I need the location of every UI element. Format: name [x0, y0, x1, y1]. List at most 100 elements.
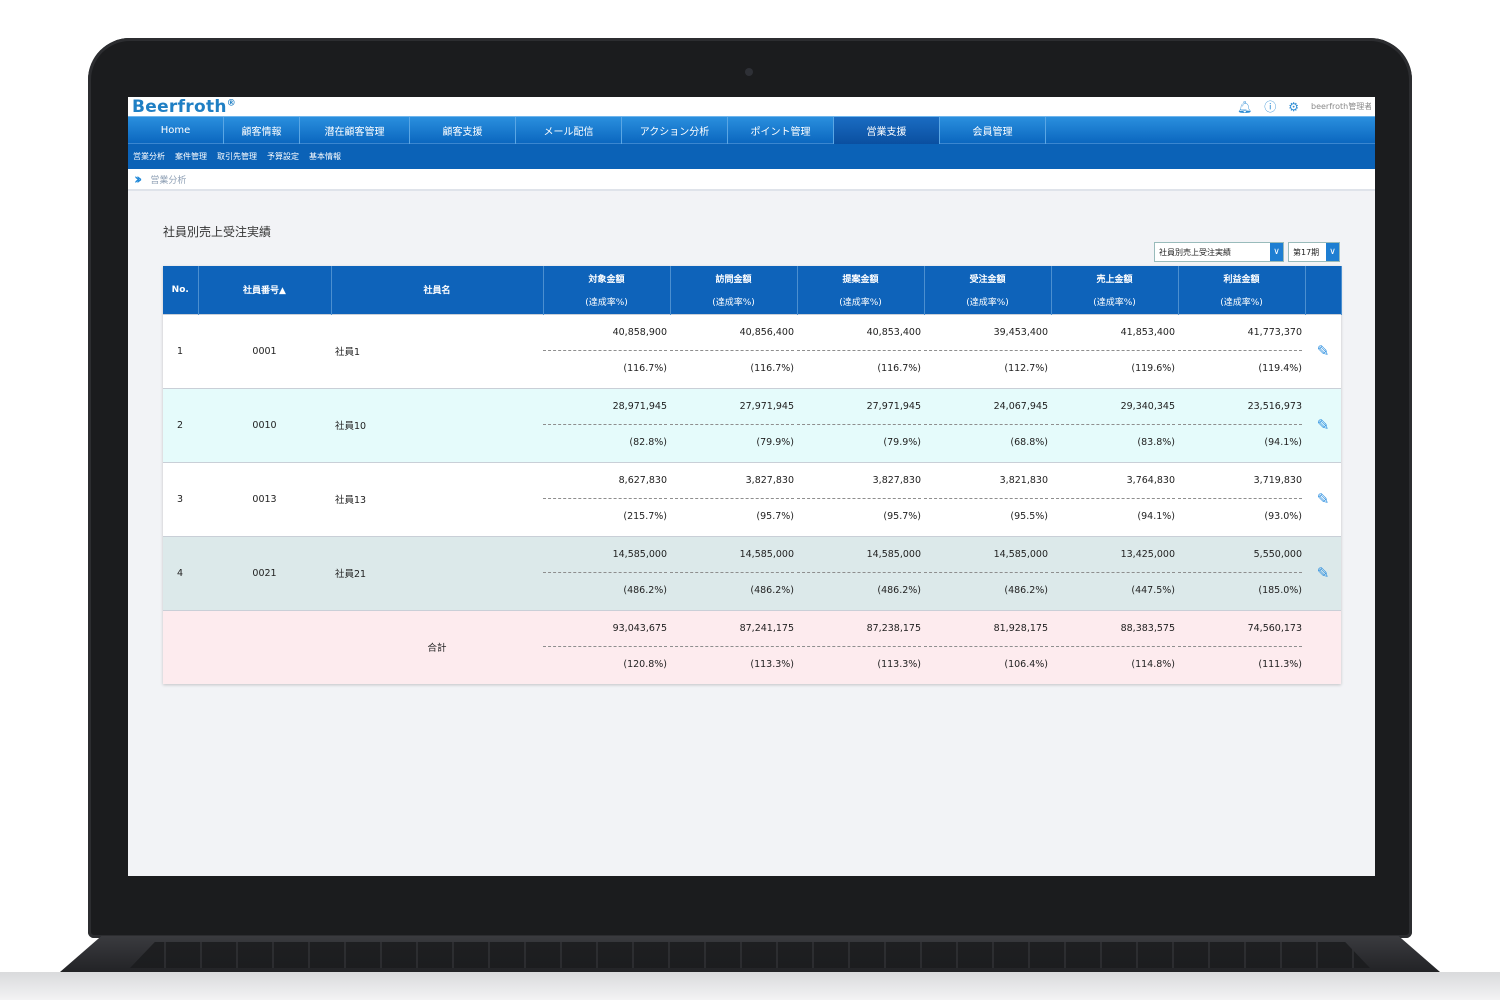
- total-label: 合計: [331, 609, 543, 684]
- nav-item[interactable]: アクション分析: [622, 117, 728, 144]
- col-metric: 提案金額 (達成率%): [797, 266, 925, 314]
- col-no: No.: [163, 266, 199, 314]
- top-bar: Beerfroth® 🔔︎ ⓘ ⚙ beerfroth管理者: [128, 97, 1375, 117]
- metric-cell: 81,928,175 (106.4%): [924, 609, 1051, 684]
- emp-no: 0010: [198, 387, 331, 462]
- metric-cell: 93,043,675 (120.8%): [543, 609, 670, 684]
- laptop-base: [0, 936, 1500, 1000]
- metric-cell: 14,585,000 (486.2%): [670, 535, 797, 610]
- nav-item[interactable]: Home: [128, 117, 224, 144]
- metric-cell: 27,971,945 (79.9%): [797, 387, 924, 462]
- gear-icon[interactable]: ⚙: [1288, 99, 1299, 114]
- metric-cell: 3,821,830 (95.5%): [924, 461, 1051, 536]
- col-metric: 利益金額 (達成率%): [1178, 266, 1306, 314]
- metric-cell: 29,340,345 (83.8%): [1051, 387, 1178, 462]
- table-row: 2 0010 社員10 28,971,945 (82.8%) 27,971,945 (79.…: [163, 387, 1341, 462]
- metric-cell: 3,764,830 (94.1%): [1051, 461, 1178, 536]
- results-table: No. 社員番号▲ 社員名 対象金額 (達成率%) 訪問金額 (達成率%) 提案金額 (達…: [163, 266, 1342, 684]
- app-screen: Beerfroth® 🔔︎ ⓘ ⚙ beerfroth管理者 Home 顧客情報潜…: [128, 97, 1375, 876]
- breadcrumb-current[interactable]: 営業分析: [150, 175, 187, 186]
- total-spacer: [163, 609, 198, 684]
- metric-cell: 24,067,945 (68.8%): [924, 387, 1051, 462]
- nav-item[interactable]: 営業支援: [834, 117, 940, 144]
- report-select[interactable]: 社員別売上受注実績 ∨: [1154, 242, 1284, 262]
- metric-cell: 14,585,000 (486.2%): [543, 535, 670, 610]
- nav-item[interactable]: 顧客支援: [410, 117, 516, 144]
- metric-cell: 13,425,000 (447.5%): [1051, 535, 1178, 610]
- sub-nav: 営業分析 案件管理 取引先管理 予算設定 基本情報: [128, 143, 1375, 169]
- logo[interactable]: Beerfroth®: [132, 97, 237, 117]
- camera: [745, 68, 753, 76]
- emp-name: 社員10: [331, 387, 543, 462]
- metric-cell: 8,627,830 (215.7%): [543, 461, 670, 536]
- subnav-item[interactable]: 営業分析: [133, 152, 165, 161]
- col-metric: 売上金額 (達成率%): [1051, 266, 1179, 314]
- table-row: 4 0021 社員21 14,585,000 (486.2%) 14,585,000 (48…: [163, 535, 1341, 610]
- metric-cell: 41,773,370 (119.4%): [1178, 313, 1305, 388]
- metric-cell: 39,453,400 (112.7%): [924, 313, 1051, 388]
- metric-cell: 41,853,400 (119.6%): [1051, 313, 1178, 388]
- edit-icon[interactable]: ✎: [1305, 313, 1341, 388]
- double-chevron-icon: ››: [134, 170, 143, 188]
- nav-item[interactable]: 顧客情報: [224, 117, 300, 144]
- breadcrumb: ›› 営業分析: [128, 169, 1375, 191]
- metric-cell: 3,827,830 (95.7%): [797, 461, 924, 536]
- metric-cell: 40,853,400 (116.7%): [797, 313, 924, 388]
- edit-icon[interactable]: ✎: [1305, 387, 1341, 462]
- subnav-item[interactable]: 予算設定: [267, 152, 299, 161]
- col-emp-no[interactable]: 社員番号▲: [198, 266, 332, 314]
- metric-cell: 40,856,400 (116.7%): [670, 313, 797, 388]
- nav-item[interactable]: 潜在顧客管理: [300, 117, 410, 144]
- help-icon[interactable]: ⓘ: [1264, 100, 1277, 114]
- nav-item[interactable]: 会員管理: [940, 117, 1046, 144]
- metric-cell: 3,719,830 (93.0%): [1178, 461, 1305, 536]
- table-row: 1 0001 社員1 40,858,900 (116.7%) 40,856,400 (116…: [163, 313, 1341, 388]
- emp-no: 0021: [198, 535, 331, 610]
- row-no: 1: [163, 313, 198, 388]
- subnav-item[interactable]: 取引先管理: [217, 152, 257, 161]
- filters: 社員別売上受注実績 ∨ 第17期 ∨: [1154, 242, 1340, 262]
- metric-cell: 5,550,000 (185.0%): [1178, 535, 1305, 610]
- edit-icon[interactable]: ✎: [1305, 535, 1341, 610]
- period-select[interactable]: 第17期 ∨: [1288, 242, 1340, 262]
- main-nav: Home 顧客情報 潜在顧客管理 顧客支援 メール配信 アクション分析 ポイント管理 営業支援…: [128, 116, 1375, 144]
- metric-cell: 3,827,830 (95.7%): [670, 461, 797, 536]
- col-edit: [1305, 266, 1342, 314]
- metric-cell: 87,241,175 (113.3%): [670, 609, 797, 684]
- col-metric: 受注金額 (達成率%): [924, 266, 1052, 314]
- metric-cell: 27,971,945 (79.9%): [670, 387, 797, 462]
- nav-item[interactable]: ポイント管理: [728, 117, 834, 144]
- metric-cell: 14,585,000 (486.2%): [797, 535, 924, 610]
- bell-icon[interactable]: 🔔︎: [1236, 99, 1253, 114]
- emp-no: 0001: [198, 313, 331, 388]
- chevron-down-icon: ∨: [1326, 243, 1339, 261]
- metric-cell: 14,585,000 (486.2%): [924, 535, 1051, 610]
- row-no: 2: [163, 387, 198, 462]
- emp-name: 社員1: [331, 313, 543, 388]
- metric-cell: 88,383,575 (114.8%): [1051, 609, 1178, 684]
- metric-cell: 23,516,973 (94.1%): [1178, 387, 1305, 462]
- chevron-down-icon: ∨: [1270, 243, 1283, 261]
- metric-cell: 40,858,900 (116.7%): [543, 313, 670, 388]
- total-row: 合計 93,043,675 (120.8%) 87,241,175 (113.3%) 87…: [163, 609, 1341, 684]
- row-no: 4: [163, 535, 198, 610]
- col-emp-name: 社員名: [331, 266, 544, 314]
- emp-name: 社員13: [331, 461, 543, 536]
- keyboard: [130, 942, 1370, 968]
- row-no: 3: [163, 461, 198, 536]
- metric-cell: 87,238,175 (113.3%): [797, 609, 924, 684]
- metric-cell: 28,971,945 (82.8%): [543, 387, 670, 462]
- emp-name: 社員21: [331, 535, 543, 610]
- total-spacer: [198, 609, 331, 684]
- edit-icon[interactable]: ✎: [1305, 461, 1341, 536]
- subnav-item[interactable]: 案件管理: [175, 152, 207, 161]
- nav-item[interactable]: メール配信: [516, 117, 622, 144]
- table-row: 3 0013 社員13 8,627,830 (215.7%) 3,827,830 (95.7…: [163, 461, 1341, 536]
- total-spacer: [1305, 609, 1341, 684]
- user-name[interactable]: beerfroth管理者: [1311, 102, 1371, 111]
- metric-cell: 74,560,173 (111.3%): [1178, 609, 1305, 684]
- subnav-item[interactable]: 基本情報: [309, 152, 341, 161]
- emp-no: 0013: [198, 461, 331, 536]
- page-title: 社員別売上受注実績: [163, 225, 272, 239]
